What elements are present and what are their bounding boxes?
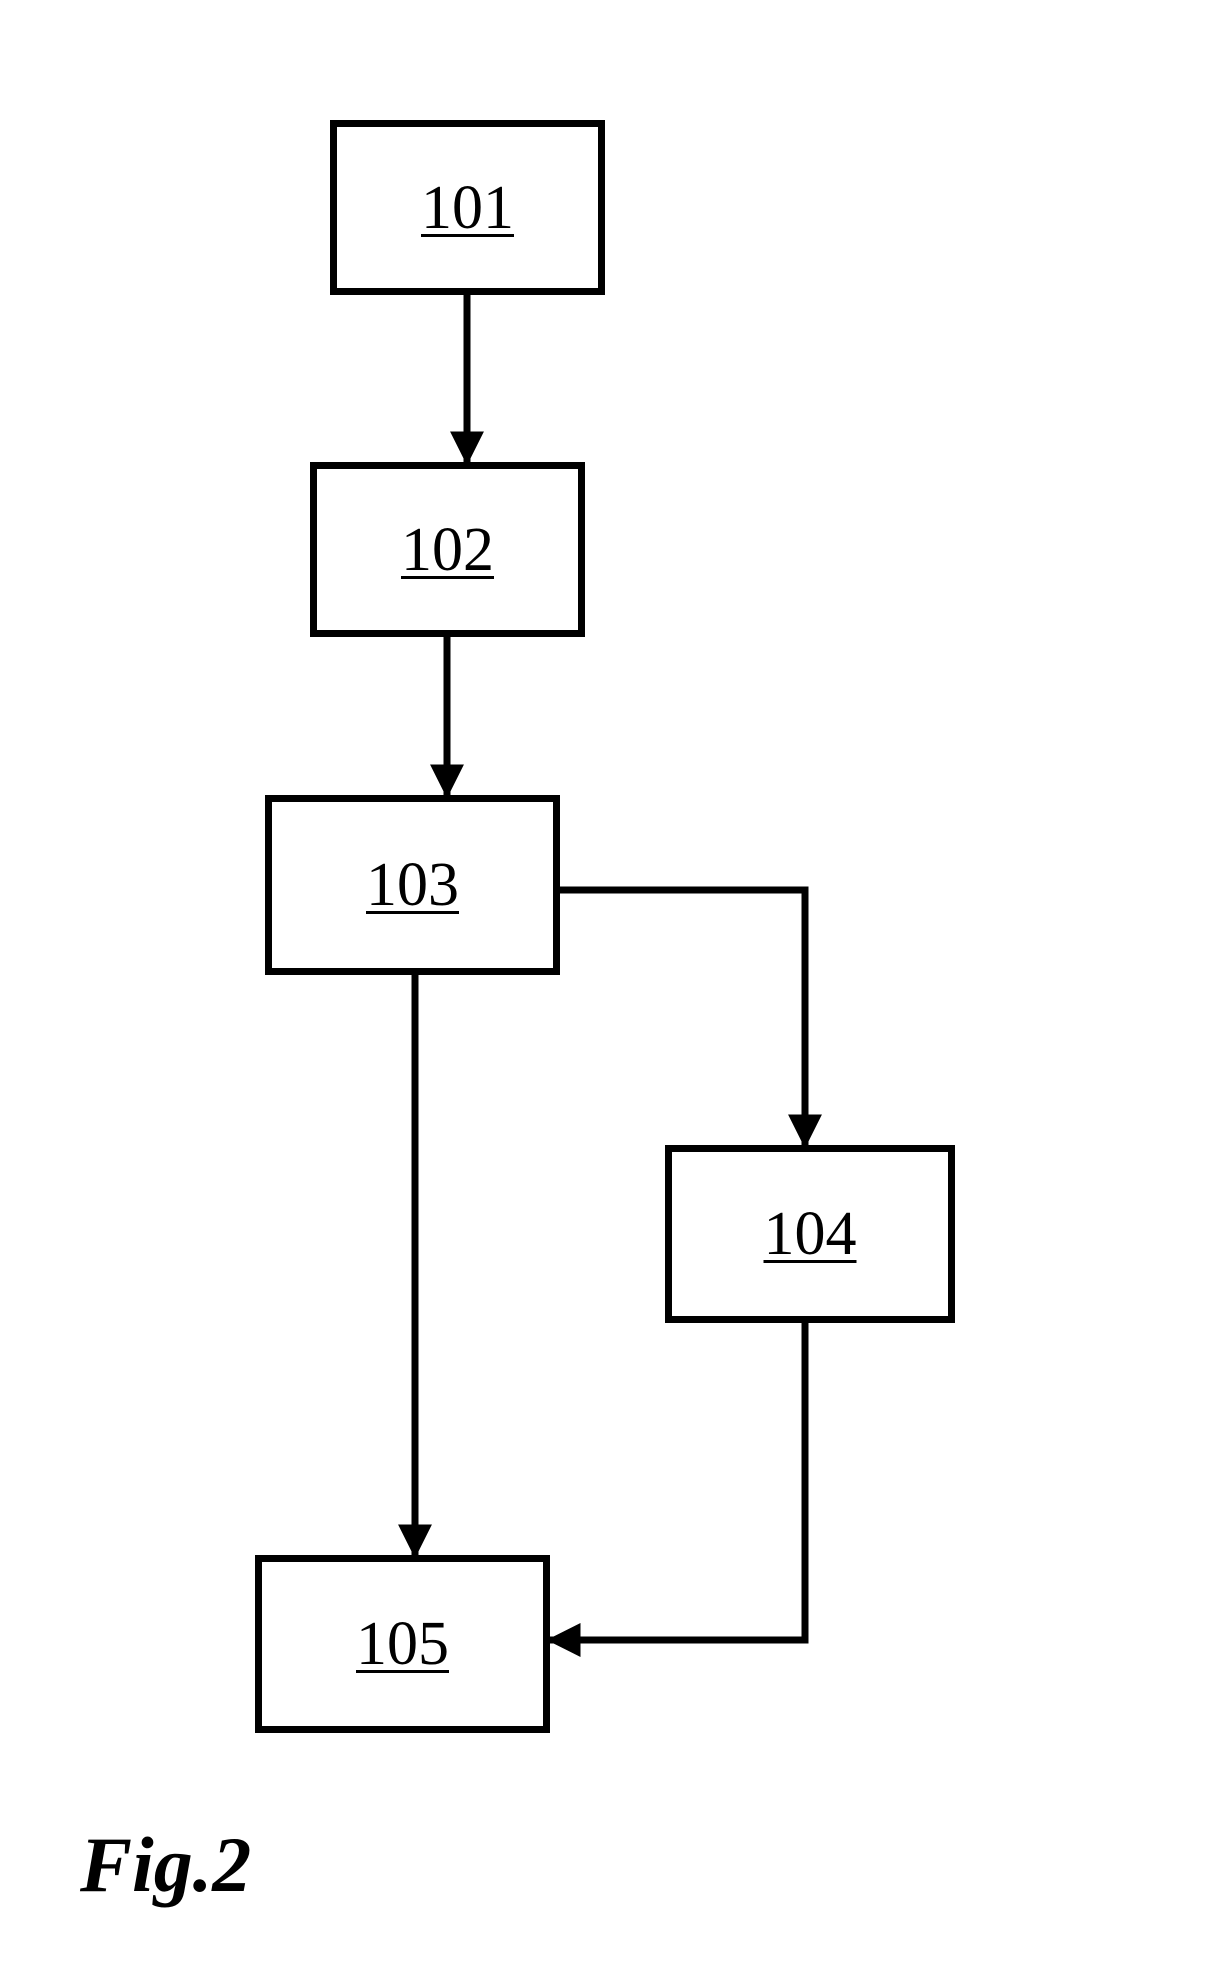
figure-caption: Fig.2 [80, 1820, 251, 1910]
node-103: 103 [265, 795, 560, 975]
node-101: 101 [330, 120, 605, 295]
node-104: 104 [665, 1145, 955, 1323]
node-label-101: 101 [421, 177, 514, 239]
node-105: 105 [255, 1555, 550, 1733]
node-102: 102 [310, 462, 585, 637]
edge-n104-n105 [550, 1323, 805, 1640]
edge-n103-n104 [560, 890, 805, 1145]
node-label-103: 103 [366, 854, 459, 916]
node-label-102: 102 [401, 519, 494, 581]
node-label-105: 105 [356, 1613, 449, 1675]
diagram-canvas: Fig.2 101 102 103 104 105 [0, 0, 1210, 1977]
edges-layer [0, 0, 1210, 1977]
node-label-104: 104 [764, 1203, 857, 1265]
